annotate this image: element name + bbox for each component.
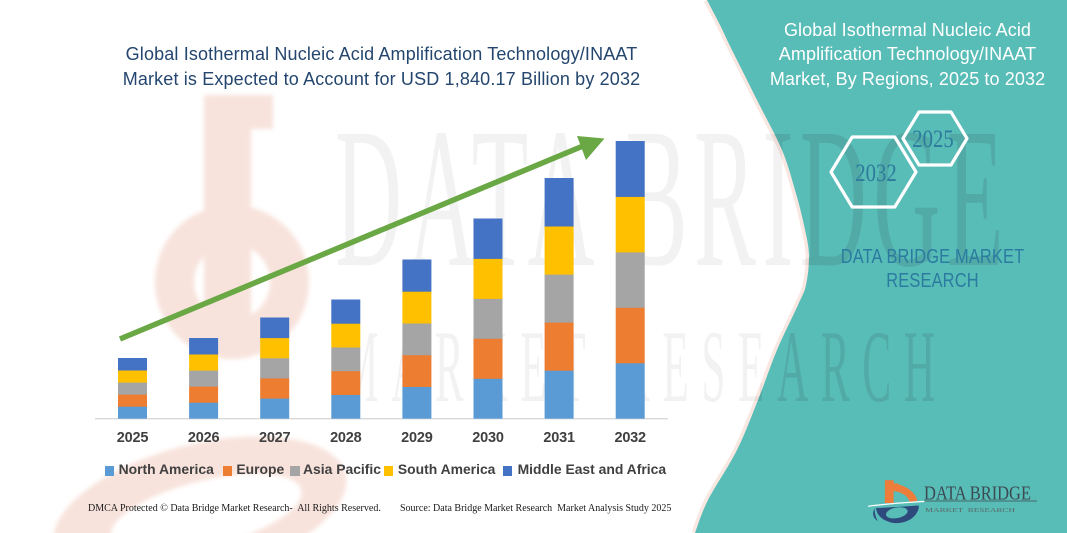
svg-text:MARKET RESEARCH: MARKET RESEARCH: [925, 507, 1015, 514]
svg-text:DATA BRIDGE: DATA BRIDGE: [924, 483, 1031, 505]
